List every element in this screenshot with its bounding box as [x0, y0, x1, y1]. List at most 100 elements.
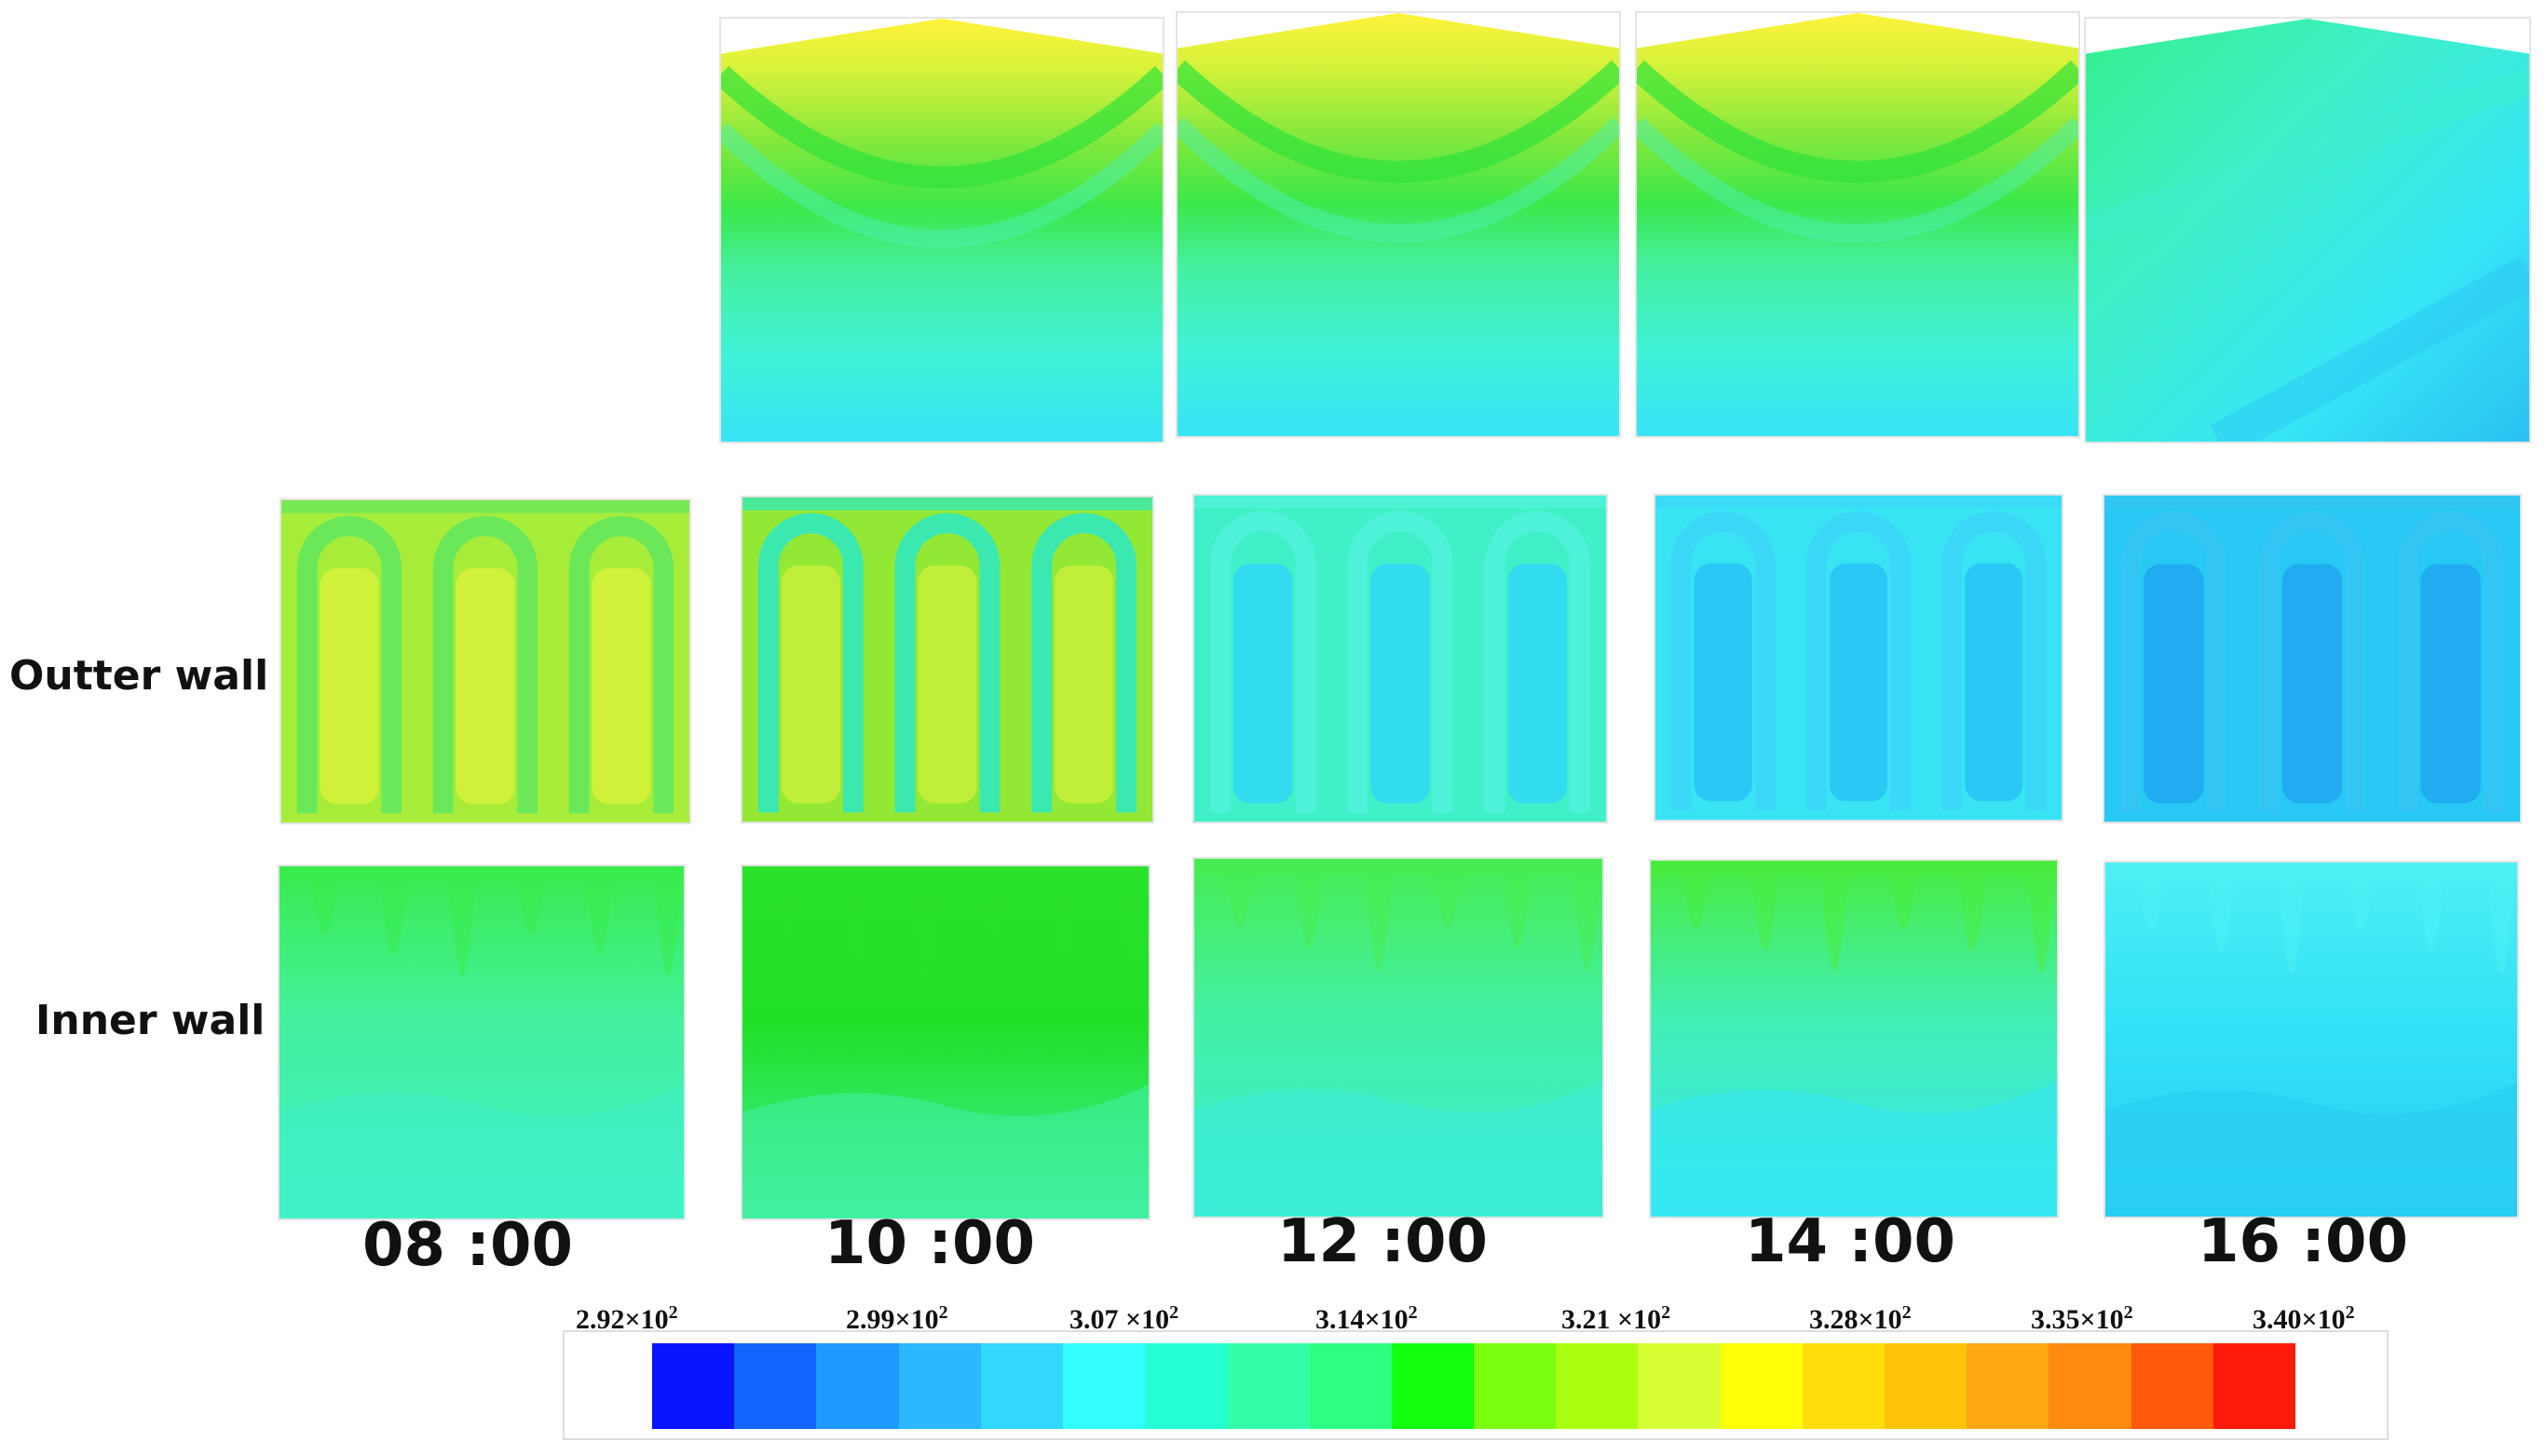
outer-wall-tube-loop [757, 512, 864, 813]
inner-wall-lower-band [1651, 1081, 2057, 1217]
outer-wall-tube-loop [1031, 512, 1137, 813]
legend-tick-label: 2.92×102 [576, 1302, 678, 1335]
inner-wall-plume [913, 878, 939, 977]
legend-swatch [1227, 1343, 1310, 1429]
legend-swatch [2049, 1343, 2131, 1429]
roof-panel-12 [1176, 11, 1621, 438]
outer-wall-top-band [742, 497, 1152, 510]
time-label-08: 08 :00 [362, 1211, 573, 1280]
legend-swatch [1391, 1343, 1475, 1429]
outer-wall-tube-loop [1210, 510, 1316, 813]
roof-contour-band [721, 65, 1163, 189]
legend-swatch [1967, 1343, 2049, 1429]
roof-contour-band [1178, 116, 1619, 243]
inner-wall-lower-band [2105, 1082, 2517, 1217]
inner-wall-plume [586, 878, 613, 956]
inner-wall-lower-band [1194, 1081, 1602, 1217]
legend-tick-label: 3.40×102 [2253, 1302, 2355, 1335]
inner-wall-plume [449, 878, 476, 977]
roof-contour-band [1637, 60, 2078, 184]
inner-wall-top-band [279, 866, 684, 881]
legend-swatch [980, 1343, 1064, 1429]
inner-wall-row-label: Inner wall [35, 997, 265, 1044]
inner-wall-plume [1682, 873, 1709, 930]
outer-wall-top-band [2104, 496, 2520, 509]
inner-wall-plume [1120, 878, 1147, 977]
inner-wall-plume [982, 878, 1008, 935]
inner-wall-plume [2028, 873, 2055, 973]
inner-wall-top-band [1194, 859, 1602, 874]
outer-wall-tube-core [2420, 564, 2481, 804]
outer-wall-tube-loop [296, 515, 402, 814]
legend-swatch [1802, 1343, 1886, 1429]
roof-contour-band [2210, 255, 2529, 442]
outer-wall-tube-core [592, 567, 651, 805]
outer-wall-tube-loop [1670, 510, 1776, 811]
inner-wall-plume [2488, 875, 2514, 974]
inner-wall-lower-band [742, 1084, 1149, 1218]
outer-wall-tube-core [1965, 563, 2023, 802]
inner-wall-plume [774, 878, 801, 935]
inner-wall-panel-14 [1649, 859, 2059, 1218]
legend-swatch [816, 1343, 899, 1429]
roof-contour-band [2086, 68, 2529, 244]
outer-wall-tube-core [1232, 564, 1293, 804]
inner-wall-panel-10 [741, 864, 1150, 1220]
inner-wall-panel-16 [2104, 861, 2519, 1218]
outer-wall-tube-core [1829, 563, 1888, 802]
outer-wall-top-band [1655, 496, 2062, 509]
legend-tick-label: 3.07 ×102 [1069, 1302, 1179, 1335]
inner-wall-panel-12 [1192, 857, 1604, 1218]
inner-wall-panel-08 [278, 864, 686, 1220]
outer-wall-panel-14 [1654, 494, 2063, 822]
inner-wall-plume [1227, 871, 1253, 929]
inner-wall-plume [2208, 875, 2235, 953]
outer-wall-tube-loop [1347, 510, 1453, 813]
inner-wall-lower-band [279, 1084, 684, 1218]
outer-wall-tube-core [1055, 565, 1114, 804]
legend-swatch [1556, 1343, 1639, 1429]
inner-wall-top-band [1651, 861, 2057, 876]
time-label-10: 10 :00 [824, 1209, 1035, 1278]
outer-wall-panel-16 [2103, 494, 2522, 823]
legend-swatch [1638, 1343, 1721, 1429]
outer-wall-tube-loop [568, 515, 674, 814]
inner-wall-plume [2138, 875, 2165, 932]
legend-tick-label: 2.99×102 [846, 1302, 948, 1335]
roof-panel-14 [1635, 11, 2080, 438]
inner-wall-top-band [742, 866, 1149, 881]
inner-wall-plume [844, 878, 870, 956]
outer-wall-tube-loop [1941, 510, 2047, 811]
inner-wall-plume [1435, 871, 1462, 929]
outer-wall-panel-08 [279, 498, 691, 824]
inner-wall-plume [1296, 871, 1323, 950]
outer-wall-tube-loop [2397, 510, 2504, 813]
outer-wall-tube-core [1507, 564, 1568, 804]
inner-wall-plume [1959, 873, 1986, 951]
inner-wall-plume [1051, 878, 1078, 956]
inner-wall-plume [1365, 871, 1392, 972]
outer-wall-tube-loop [2259, 510, 2365, 813]
roof-contour-band [721, 122, 1163, 249]
legend-swatch [2212, 1343, 2296, 1429]
inner-wall-plume [655, 878, 682, 977]
legend-swatch [1885, 1343, 1967, 1429]
roof-panel-10 [719, 17, 1164, 443]
legend-tick-label: 3.28×102 [1809, 1302, 1912, 1335]
color-scale-bar [652, 1343, 2296, 1429]
inner-wall-plume [311, 878, 338, 935]
outer-wall-tube-core [320, 567, 379, 805]
roof-contour-band [1178, 60, 1619, 184]
legend-tick-label: 3.21 ×102 [1561, 1302, 1671, 1335]
outer-wall-top-band [281, 500, 689, 513]
outer-wall-tube-core [1370, 564, 1430, 804]
outer-wall-row-label: Outter wall [9, 652, 269, 700]
inner-wall-plume [2348, 875, 2375, 932]
inner-wall-plume [1752, 873, 1778, 951]
outer-wall-tube-loop [2120, 510, 2227, 813]
outer-wall-tube-core [918, 565, 977, 804]
legend-swatch [652, 1343, 735, 1429]
outer-wall-tube-core [2281, 564, 2343, 804]
outer-wall-tube-core [1694, 563, 1752, 802]
